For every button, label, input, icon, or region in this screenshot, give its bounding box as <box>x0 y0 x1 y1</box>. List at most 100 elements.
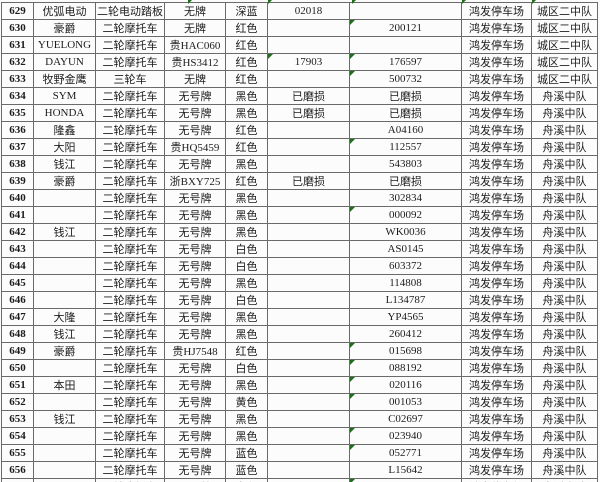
cell-code2[interactable]: A04160 <box>349 121 462 139</box>
cell-code1[interactable]: 02018 <box>267 2 350 20</box>
cell-code1[interactable] <box>267 121 350 139</box>
cell-no[interactable]: 646 <box>1 291 34 309</box>
cell-brand[interactable]: 牧野金鹰 <box>33 70 96 88</box>
cell-team[interactable]: 舟溪中队 <box>531 342 598 360</box>
cell-type[interactable]: 二轮摩托车 <box>95 223 165 241</box>
cell-plate[interactable]: 无号牌 <box>164 376 226 394</box>
cell-type[interactable]: 二轮摩托车 <box>95 444 165 462</box>
cell-type[interactable]: 二轮摩托车 <box>95 121 165 139</box>
cell-no[interactable]: 641 <box>1 206 34 224</box>
cell-team[interactable]: 舟溪中队 <box>531 359 598 377</box>
cell-code1[interactable] <box>267 138 350 156</box>
cell-lot[interactable]: 鸿发停车场 <box>461 427 532 445</box>
cell-no[interactable]: 636 <box>1 121 34 139</box>
cell-type[interactable]: 二轮摩托车 <box>95 410 165 428</box>
cell-no[interactable]: 639 <box>1 172 34 190</box>
cell-lot[interactable]: 鸿发停车场 <box>461 70 532 88</box>
cell-code2[interactable]: 176597 <box>349 53 462 71</box>
cell-no[interactable]: 649 <box>1 342 34 360</box>
cell-code1[interactable] <box>267 308 350 326</box>
cell-type[interactable]: 二轮摩托车 <box>95 206 165 224</box>
cell-code1[interactable] <box>267 36 350 54</box>
cell-code2[interactable]: 001053 <box>349 393 462 411</box>
cell-color[interactable]: 黑色 <box>225 308 268 326</box>
cell-team[interactable]: 舟溪中队 <box>531 155 598 173</box>
cell-lot[interactable]: 鸿发停车场 <box>461 172 532 190</box>
cell-lot[interactable]: 鸿发停车场 <box>461 87 532 105</box>
cell-team[interactable]: 舟溪中队 <box>531 206 598 224</box>
cell-color[interactable]: 黑色 <box>225 223 268 241</box>
cell-plate[interactable]: 贵HJ7548 <box>164 342 226 360</box>
cell-team[interactable]: 城区二中队 <box>531 19 598 37</box>
cell-no[interactable]: 650 <box>1 359 34 377</box>
cell-brand[interactable] <box>33 206 96 224</box>
cell-team[interactable]: 舟溪中队 <box>531 410 598 428</box>
cell-brand[interactable]: 豪爵 <box>33 19 96 37</box>
cell-no[interactable]: 656 <box>1 461 34 479</box>
cell-type[interactable]: 二轮摩托车 <box>95 189 165 207</box>
cell-brand[interactable]: 隆鑫 <box>33 121 96 139</box>
cell-lot[interactable]: 鸿发停车场 <box>461 478 532 482</box>
cell-color[interactable]: 黄色 <box>225 393 268 411</box>
cell-type[interactable]: 二轮摩托车 <box>95 291 165 309</box>
cell-type[interactable]: 二轮摩托车 <box>95 138 165 156</box>
cell-code1[interactable] <box>267 155 350 173</box>
cell-type[interactable]: 二轮摩托车 <box>95 427 165 445</box>
cell-code2[interactable]: 已磨损 <box>349 104 462 122</box>
cell-brand[interactable]: 大隆 <box>33 308 96 326</box>
cell-code1[interactable] <box>267 189 350 207</box>
cell-plate[interactable]: 无号牌 <box>164 410 226 428</box>
cell-no[interactable]: 633 <box>1 70 34 88</box>
cell-plate[interactable]: 无号牌 <box>164 155 226 173</box>
cell-team[interactable]: 舟溪中队 <box>531 104 598 122</box>
cell-color[interactable]: 红色 <box>225 121 268 139</box>
cell-type[interactable]: 三轮车 <box>95 70 165 88</box>
cell-no[interactable]: 655 <box>1 444 34 462</box>
cell-no[interactable]: 653 <box>1 410 34 428</box>
cell-code2[interactable]: 603372 <box>349 257 462 275</box>
cell-brand[interactable]: 钱江 <box>33 325 96 343</box>
cell-type[interactable]: 二轮摩托车 <box>95 308 165 326</box>
cell-plate[interactable]: 无号牌 <box>164 461 226 479</box>
cell-color[interactable]: 红色 <box>225 172 268 190</box>
cell-code2[interactable]: L15642 <box>349 461 462 479</box>
cell-code1[interactable]: 17903 <box>267 53 350 71</box>
cell-team[interactable]: 舟溪中队 <box>531 138 598 156</box>
cell-code2[interactable]: 020116 <box>349 376 462 394</box>
cell-lot[interactable]: 鸿发停车场 <box>461 223 532 241</box>
cell-color[interactable]: 黑色 <box>225 87 268 105</box>
cell-lot[interactable]: 鸿发停车场 <box>461 189 532 207</box>
cell-type[interactable]: 二轮电动踏板 <box>95 2 165 20</box>
cell-lot[interactable]: 鸿发停车场 <box>461 240 532 258</box>
cell-color[interactable]: 红色 <box>225 19 268 37</box>
cell-code2[interactable]: 112557 <box>349 138 462 156</box>
cell-team[interactable]: 舟溪中队 <box>531 308 598 326</box>
cell-color[interactable]: 黑色 <box>225 155 268 173</box>
cell-code1[interactable] <box>267 359 350 377</box>
cell-lot[interactable]: 鸿发停车场 <box>461 138 532 156</box>
cell-type[interactable]: 二轮摩托车 <box>95 53 165 71</box>
cell-type[interactable]: 二轮摩托车 <box>95 172 165 190</box>
cell-lot[interactable]: 鸿发停车场 <box>461 2 532 20</box>
cell-lot[interactable]: 鸿发停车场 <box>461 104 532 122</box>
cell-plate[interactable]: 无号牌 <box>164 444 226 462</box>
cell-plate[interactable]: 无牌 <box>164 19 226 37</box>
cell-brand[interactable]: 钱江 <box>33 155 96 173</box>
cell-plate[interactable]: 无号牌 <box>164 189 226 207</box>
cell-no[interactable]: 657 <box>1 478 34 482</box>
cell-color[interactable]: 红色 <box>225 138 268 156</box>
cell-brand[interactable]: 大阳 <box>33 138 96 156</box>
cell-team[interactable]: 舟溪中队 <box>531 478 598 482</box>
cell-lot[interactable]: 鸿发停车场 <box>461 359 532 377</box>
cell-code2[interactable]: 200121 <box>349 19 462 37</box>
cell-brand[interactable] <box>33 291 96 309</box>
cell-code1[interactable]: 已磨损 <box>267 172 350 190</box>
cell-team[interactable]: 舟溪中队 <box>531 257 598 275</box>
cell-brand[interactable] <box>33 274 96 292</box>
cell-code1[interactable] <box>267 376 350 394</box>
cell-code1[interactable] <box>267 70 350 88</box>
cell-color[interactable]: 黑色 <box>225 274 268 292</box>
cell-color[interactable]: 白色 <box>225 257 268 275</box>
cell-color[interactable]: 黑色 <box>225 189 268 207</box>
cell-code2[interactable]: WK0036 <box>349 223 462 241</box>
